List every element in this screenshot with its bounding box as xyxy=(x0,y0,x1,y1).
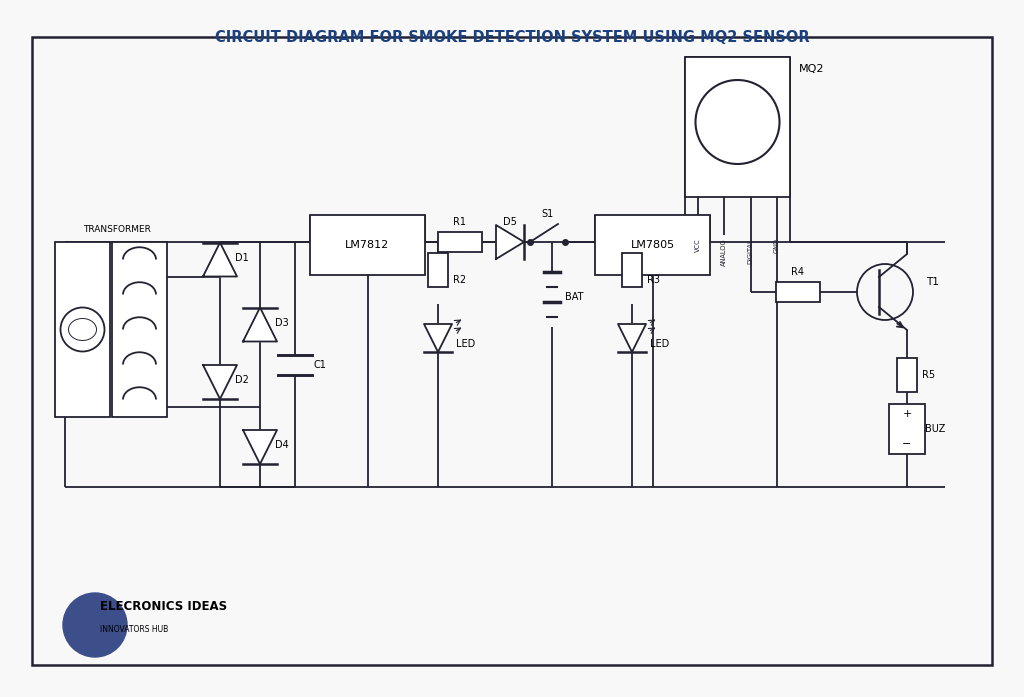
Bar xyxy=(595,215,710,275)
Text: R5: R5 xyxy=(923,370,936,380)
Text: LED: LED xyxy=(457,339,475,349)
Bar xyxy=(55,242,110,417)
Text: GND: GND xyxy=(774,238,780,253)
Text: DIGITAL: DIGITAL xyxy=(748,238,754,263)
Bar xyxy=(776,282,820,302)
Text: BUZ: BUZ xyxy=(925,424,945,434)
Text: R3: R3 xyxy=(647,275,660,285)
Text: S1: S1 xyxy=(542,209,554,219)
Text: MQ2: MQ2 xyxy=(800,64,824,74)
Polygon shape xyxy=(496,225,524,259)
Polygon shape xyxy=(424,324,452,352)
Polygon shape xyxy=(243,307,278,342)
Bar xyxy=(622,253,642,287)
Text: LM7812: LM7812 xyxy=(345,240,389,250)
Text: BAT: BAT xyxy=(565,292,584,302)
Text: LM7805: LM7805 xyxy=(631,240,675,250)
Polygon shape xyxy=(203,365,237,399)
Text: T1: T1 xyxy=(927,277,939,287)
Bar xyxy=(897,358,918,392)
Bar xyxy=(310,215,425,275)
Bar xyxy=(438,232,482,252)
Text: D5: D5 xyxy=(503,217,517,227)
Polygon shape xyxy=(618,324,646,352)
Text: ELECRONICS IDEAS: ELECRONICS IDEAS xyxy=(100,601,227,613)
Bar xyxy=(112,242,167,417)
Text: LED: LED xyxy=(650,339,670,349)
Text: D3: D3 xyxy=(275,318,289,328)
Text: R1: R1 xyxy=(454,217,467,227)
Circle shape xyxy=(63,593,127,657)
Text: R2: R2 xyxy=(454,275,467,285)
Text: ANALOG: ANALOG xyxy=(721,238,727,266)
Text: −: − xyxy=(902,439,911,449)
Text: VCC: VCC xyxy=(695,238,701,252)
Text: D4: D4 xyxy=(275,440,289,450)
Text: D1: D1 xyxy=(236,252,249,263)
Text: CIRCUIT DIAGRAM FOR SMOKE DETECTION SYSTEM USING MQ2 SENSOR: CIRCUIT DIAGRAM FOR SMOKE DETECTION SYST… xyxy=(215,29,809,45)
Bar xyxy=(685,57,790,197)
Text: INNOVATORS HUB: INNOVATORS HUB xyxy=(100,625,168,634)
Bar xyxy=(428,253,449,287)
Text: D2: D2 xyxy=(236,375,249,385)
Text: +: + xyxy=(902,409,911,419)
Text: R4: R4 xyxy=(792,267,804,277)
Polygon shape xyxy=(243,430,278,464)
Text: C1: C1 xyxy=(313,360,327,369)
Bar xyxy=(889,404,925,454)
Text: TRANSFORMER: TRANSFORMER xyxy=(84,226,152,234)
Polygon shape xyxy=(203,243,237,277)
